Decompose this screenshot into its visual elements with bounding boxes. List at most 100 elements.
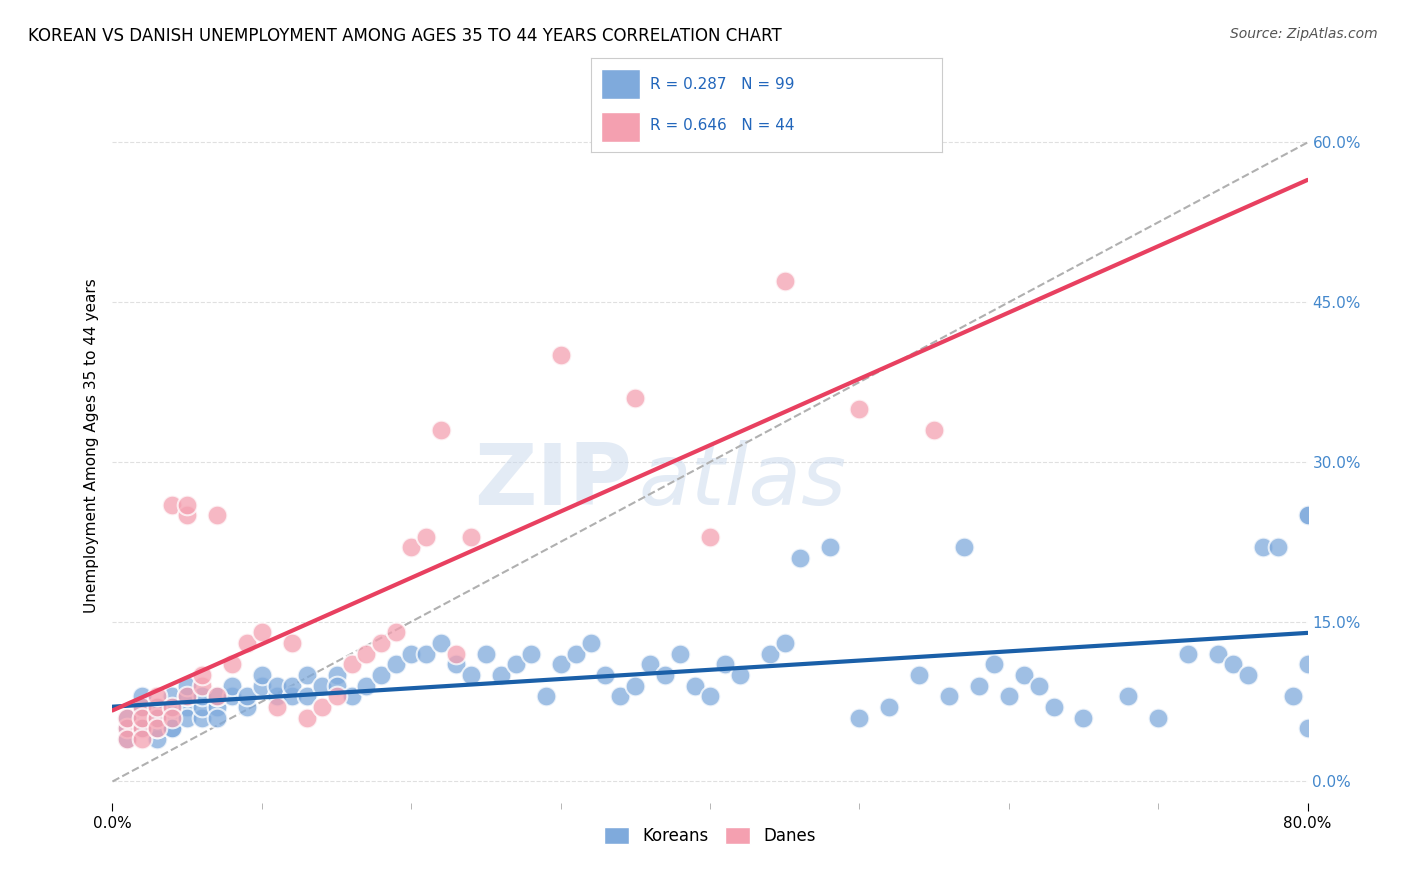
Text: atlas: atlas	[638, 440, 846, 524]
Point	[938, 690, 960, 704]
Point	[131, 710, 153, 724]
Point	[221, 679, 243, 693]
Point	[146, 700, 169, 714]
Point	[311, 700, 333, 714]
Point	[117, 721, 139, 735]
Point	[162, 710, 183, 724]
Point	[146, 710, 169, 724]
Point	[176, 498, 198, 512]
Point	[162, 721, 183, 735]
Point	[983, 657, 1005, 672]
Point	[489, 668, 512, 682]
Point	[1073, 710, 1095, 724]
Point	[1267, 540, 1289, 554]
Point	[1222, 657, 1244, 672]
Point	[699, 690, 721, 704]
Point	[370, 668, 392, 682]
Point	[624, 679, 647, 693]
Point	[146, 721, 169, 735]
Point	[534, 690, 557, 704]
Point	[1296, 508, 1319, 523]
Point	[325, 679, 347, 693]
Point	[669, 647, 692, 661]
Point	[879, 700, 901, 714]
Point	[998, 690, 1021, 704]
Point	[131, 721, 153, 735]
Point	[205, 690, 228, 704]
Point	[356, 679, 378, 693]
Point	[848, 710, 870, 724]
Point	[640, 657, 662, 672]
Point	[146, 690, 169, 704]
Point	[1028, 679, 1050, 693]
Y-axis label: Unemployment Among Ages 35 to 44 years: Unemployment Among Ages 35 to 44 years	[83, 278, 98, 614]
Point	[146, 721, 169, 735]
Point	[250, 668, 273, 682]
Point	[191, 690, 214, 704]
Point	[162, 700, 183, 714]
Point	[1281, 690, 1303, 704]
Point	[520, 647, 543, 661]
Point	[281, 679, 304, 693]
Point	[505, 657, 527, 672]
Legend: Koreans, Danes: Koreans, Danes	[598, 820, 823, 852]
Point	[205, 690, 228, 704]
Point	[683, 679, 706, 693]
Point	[550, 657, 572, 672]
Point	[295, 710, 318, 724]
Point	[818, 540, 841, 554]
Point	[430, 636, 453, 650]
Text: R = 0.646   N = 44: R = 0.646 N = 44	[650, 118, 794, 133]
Point	[356, 647, 378, 661]
Point	[953, 540, 976, 554]
Point	[699, 529, 721, 543]
Point	[714, 657, 737, 672]
Point	[162, 498, 183, 512]
Point	[191, 668, 214, 682]
Point	[176, 690, 198, 704]
Point	[1177, 647, 1199, 661]
Point	[728, 668, 751, 682]
Point	[595, 668, 617, 682]
Point	[789, 550, 811, 565]
Point	[475, 647, 498, 661]
Point	[131, 731, 153, 746]
Point	[444, 647, 467, 661]
Text: KOREAN VS DANISH UNEMPLOYMENT AMONG AGES 35 TO 44 YEARS CORRELATION CHART: KOREAN VS DANISH UNEMPLOYMENT AMONG AGES…	[28, 27, 782, 45]
Point	[609, 690, 631, 704]
Point	[624, 391, 647, 405]
Text: R = 0.287   N = 99: R = 0.287 N = 99	[650, 77, 794, 92]
Point	[236, 690, 259, 704]
Point	[340, 690, 363, 704]
Point	[848, 401, 870, 416]
Point	[415, 529, 437, 543]
Point	[236, 700, 259, 714]
Point	[1296, 721, 1319, 735]
Point	[117, 731, 139, 746]
Point	[430, 423, 453, 437]
Point	[311, 679, 333, 693]
Point	[205, 710, 228, 724]
Point	[266, 679, 288, 693]
Point	[295, 690, 318, 704]
Point	[191, 700, 214, 714]
Point	[205, 700, 228, 714]
Point	[460, 529, 482, 543]
Point	[176, 690, 198, 704]
Point	[1237, 668, 1260, 682]
Point	[117, 710, 139, 724]
Point	[131, 710, 153, 724]
Point	[146, 710, 169, 724]
Point	[773, 274, 796, 288]
Point	[325, 668, 347, 682]
Point	[221, 690, 243, 704]
Point	[564, 647, 586, 661]
Point	[340, 657, 363, 672]
Point	[146, 700, 169, 714]
Point	[162, 690, 183, 704]
Point	[117, 721, 139, 735]
Point	[176, 700, 198, 714]
Point	[1206, 647, 1229, 661]
Point	[415, 647, 437, 661]
Point	[131, 721, 153, 735]
